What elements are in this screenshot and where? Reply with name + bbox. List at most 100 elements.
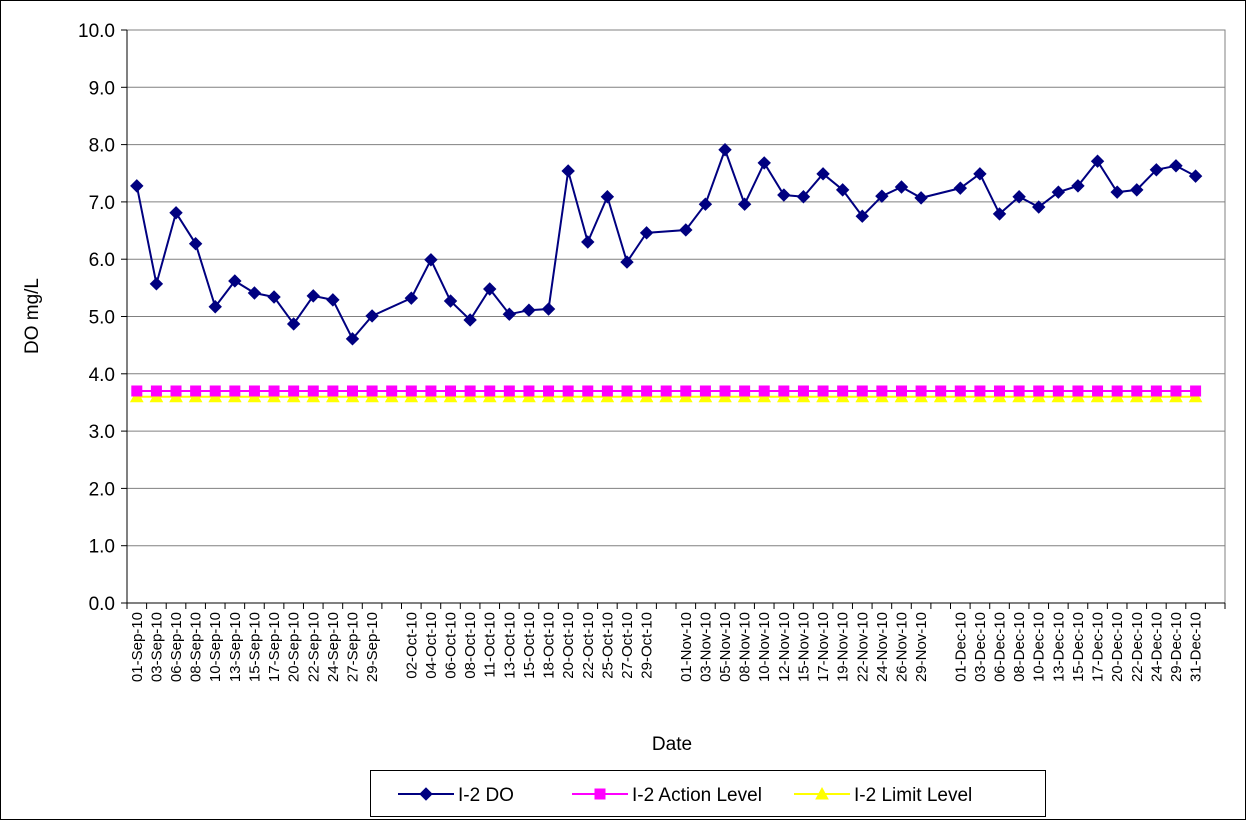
x-tick-label: 15-Nov-10 bbox=[795, 612, 812, 682]
square-marker bbox=[288, 385, 300, 397]
diamond-marker bbox=[541, 302, 556, 316]
x-tick-label: 17-Nov-10 bbox=[815, 612, 832, 682]
x-tick-label: 20-Dec-10 bbox=[1109, 612, 1126, 682]
x-tick-label: 10-Dec-10 bbox=[1031, 612, 1048, 682]
y-tick-label: 1.0 bbox=[89, 537, 115, 558]
x-tick-label: 13-Dec-10 bbox=[1050, 612, 1067, 682]
diamond-marker bbox=[424, 253, 438, 267]
diamond-marker bbox=[326, 293, 340, 307]
diamond-marker bbox=[1110, 185, 1124, 199]
diamond-marker bbox=[404, 291, 419, 305]
diamond-marker bbox=[483, 282, 497, 296]
y-tick-label: 5.0 bbox=[89, 308, 115, 329]
legend bbox=[370, 770, 1046, 817]
x-tick-label: 06-Dec-10 bbox=[992, 612, 1009, 682]
square-marker bbox=[797, 385, 809, 397]
legend-label: I-2 Action Level bbox=[632, 785, 762, 806]
x-tick-label: 17-Dec-10 bbox=[1090, 612, 1107, 682]
x-tick-label: 15-Sep-10 bbox=[246, 612, 263, 682]
square-marker bbox=[739, 385, 751, 397]
x-tick-label: 29-Nov-10 bbox=[913, 612, 930, 682]
square-marker bbox=[680, 385, 692, 397]
diamond-marker bbox=[286, 317, 301, 331]
square-marker bbox=[1190, 385, 1202, 397]
diamond-marker bbox=[1090, 154, 1105, 168]
triangle-marker bbox=[815, 786, 829, 800]
diamond-marker bbox=[419, 787, 433, 801]
x-tick-label: 08-Dec-10 bbox=[1011, 612, 1028, 682]
x-tick-label: 05-Nov-10 bbox=[717, 612, 734, 682]
square-marker bbox=[817, 385, 829, 397]
diamond-marker bbox=[1188, 169, 1203, 183]
diamond-marker bbox=[757, 156, 771, 170]
x-tick-label: 29-Oct-10 bbox=[639, 612, 656, 679]
x-tick-label: 08-Sep-10 bbox=[188, 612, 205, 682]
y-tick-label: 7.0 bbox=[89, 193, 115, 214]
diamond-marker bbox=[561, 164, 575, 178]
diamond-marker bbox=[737, 197, 752, 211]
square-marker bbox=[327, 385, 339, 397]
x-tick-label: 27-Sep-10 bbox=[344, 612, 361, 682]
square-marker bbox=[366, 385, 378, 397]
x-tick-label: 19-Nov-10 bbox=[835, 612, 852, 682]
diamond-marker bbox=[1071, 179, 1085, 193]
x-tick-label: 08-Nov-10 bbox=[737, 612, 754, 682]
diamond-marker bbox=[1149, 163, 1164, 177]
diamond-marker bbox=[914, 191, 928, 205]
square-marker bbox=[1072, 385, 1084, 397]
diamond-marker bbox=[1169, 159, 1183, 173]
square-marker bbox=[1150, 385, 1162, 397]
x-tick-label: 20-Sep-10 bbox=[286, 612, 303, 682]
diamond-marker bbox=[188, 237, 203, 251]
diamond-marker bbox=[463, 313, 477, 327]
square-marker bbox=[954, 385, 966, 397]
diamond-marker bbox=[149, 277, 164, 291]
square-marker bbox=[543, 385, 555, 397]
diamond-marker bbox=[639, 226, 654, 240]
square-marker bbox=[1033, 385, 1045, 397]
x-tick-label: 01-Sep-10 bbox=[129, 612, 146, 682]
x-tick-label: 22-Sep-10 bbox=[305, 612, 322, 682]
y-tick-label: 8.0 bbox=[89, 136, 115, 157]
square-marker bbox=[935, 385, 947, 397]
diamond-marker bbox=[169, 206, 183, 220]
square-marker bbox=[307, 385, 319, 397]
diamond-marker bbox=[600, 190, 615, 204]
square-marker bbox=[484, 385, 496, 397]
square-marker bbox=[915, 385, 927, 397]
x-tick-label: 31-Dec-10 bbox=[1188, 612, 1205, 682]
x-tick-label: 15-Oct-10 bbox=[521, 612, 538, 679]
square-marker bbox=[837, 385, 849, 397]
x-tick-label: 02-Oct-10 bbox=[403, 612, 420, 679]
diamond-marker bbox=[522, 303, 536, 317]
square-marker bbox=[621, 385, 633, 397]
x-tick-label: 03-Sep-10 bbox=[148, 612, 165, 682]
legend-label: I-2 DO bbox=[458, 785, 514, 806]
diamond-marker bbox=[365, 309, 379, 323]
square-marker bbox=[594, 788, 606, 800]
square-marker bbox=[523, 385, 535, 397]
diamond-marker bbox=[816, 167, 830, 181]
x-tick-label: 01-Nov-10 bbox=[678, 612, 695, 682]
x-tick-label: 25-Oct-10 bbox=[599, 612, 616, 679]
square-marker bbox=[719, 385, 731, 397]
diamond-marker bbox=[208, 300, 222, 314]
square-marker bbox=[131, 385, 143, 397]
diamond-marker bbox=[718, 143, 732, 157]
diamond-marker bbox=[973, 167, 987, 181]
x-tick-label: 10-Sep-10 bbox=[207, 612, 224, 682]
series-line bbox=[135, 146, 1197, 341]
square-marker bbox=[170, 385, 182, 397]
x-tick-label: 26-Nov-10 bbox=[893, 612, 910, 682]
square-marker bbox=[562, 385, 574, 397]
square-marker bbox=[190, 385, 202, 397]
square-marker bbox=[974, 385, 986, 397]
x-tick-label: 24-Sep-10 bbox=[325, 612, 342, 682]
square-marker bbox=[778, 385, 790, 397]
diamond-marker bbox=[796, 190, 811, 204]
y-tick-label: 3.0 bbox=[89, 422, 115, 443]
x-tick-label: 15-Dec-10 bbox=[1070, 612, 1087, 682]
x-tick-label: 18-Oct-10 bbox=[541, 612, 558, 679]
square-marker bbox=[425, 385, 437, 397]
